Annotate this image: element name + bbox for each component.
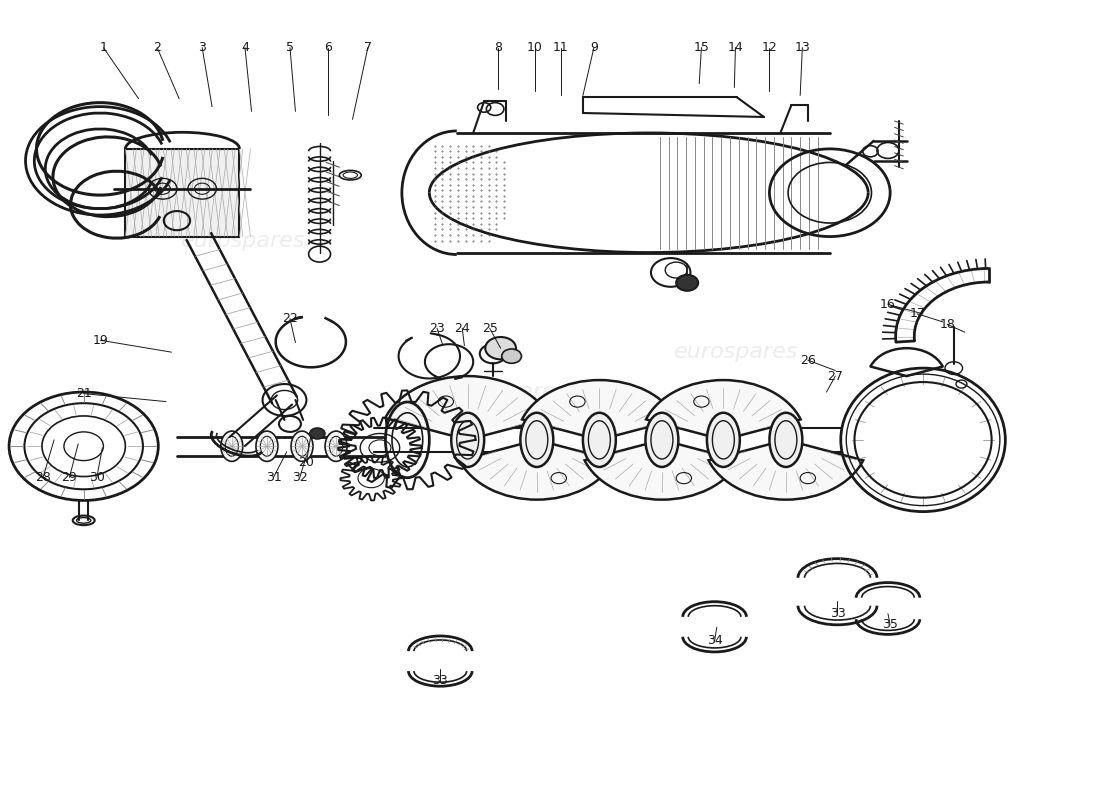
Text: 9: 9 [590,41,597,54]
Ellipse shape [292,431,313,462]
Wedge shape [646,380,801,440]
Text: 6: 6 [324,41,332,54]
Wedge shape [522,380,676,440]
Text: 21: 21 [76,387,91,400]
Text: 8: 8 [494,41,503,54]
Text: 13: 13 [794,41,811,54]
Bar [125,149,240,237]
Text: 11: 11 [553,41,569,54]
Text: 25: 25 [482,322,497,334]
Text: 34: 34 [706,634,723,647]
Text: 7: 7 [364,41,372,54]
Text: 26: 26 [800,354,816,366]
Text: 1: 1 [99,41,108,54]
Text: 5: 5 [286,41,294,54]
Wedge shape [584,440,739,500]
Text: 33: 33 [829,607,845,620]
Text: 24: 24 [454,322,470,334]
Ellipse shape [256,431,278,462]
Text: 28: 28 [35,471,51,484]
Ellipse shape [326,431,346,462]
Wedge shape [460,440,614,500]
Text: 16: 16 [880,298,895,311]
Text: 15: 15 [693,41,710,54]
Circle shape [310,428,326,439]
Text: 30: 30 [89,471,104,484]
Text: 3: 3 [198,41,206,54]
Circle shape [502,349,521,363]
Wedge shape [385,376,550,440]
Text: 33: 33 [432,674,448,687]
Ellipse shape [583,413,616,467]
Ellipse shape [707,413,740,467]
Text: 18: 18 [939,318,955,330]
Circle shape [676,275,698,290]
Text: 32: 32 [292,471,308,484]
Circle shape [485,337,516,359]
Text: 29: 29 [62,471,77,484]
Text: 31: 31 [265,471,282,484]
Ellipse shape [221,431,243,462]
Text: eurospares: eurospares [180,230,305,250]
Text: 23: 23 [429,322,444,334]
Text: eurospares: eurospares [674,342,799,362]
Text: 2: 2 [153,41,161,54]
Text: 12: 12 [761,41,778,54]
Text: 10: 10 [527,41,542,54]
Ellipse shape [520,413,553,467]
Text: 22: 22 [282,312,298,325]
Ellipse shape [769,413,802,467]
Text: eurospares: eurospares [444,382,569,402]
Ellipse shape [646,413,679,467]
Text: 4: 4 [241,41,249,54]
Wedge shape [708,440,864,500]
Text: 27: 27 [827,370,844,382]
Text: 17: 17 [910,307,925,321]
Text: 19: 19 [92,334,108,346]
Text: 20: 20 [298,456,315,469]
Text: 35: 35 [882,618,898,631]
Ellipse shape [451,413,484,467]
Text: 14: 14 [727,41,744,54]
